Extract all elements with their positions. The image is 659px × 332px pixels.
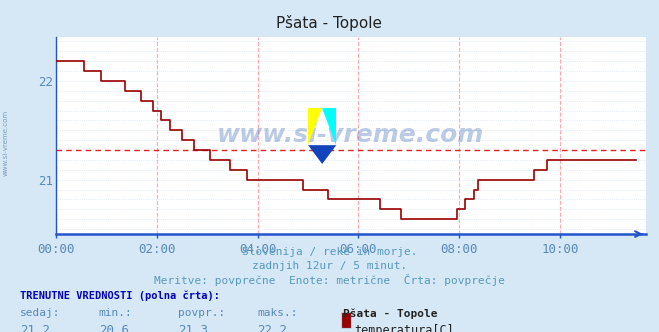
Text: zadnjih 12ur / 5 minut.: zadnjih 12ur / 5 minut. [252, 261, 407, 271]
Text: 20,6: 20,6 [99, 324, 129, 332]
Text: www.si-vreme.com: www.si-vreme.com [2, 110, 9, 176]
Text: Meritve: povprečne  Enote: metrične  Črta: povprečje: Meritve: povprečne Enote: metrične Črta:… [154, 274, 505, 286]
Text: Slovenija / reke in morje.: Slovenija / reke in morje. [242, 247, 417, 257]
Polygon shape [308, 108, 322, 145]
Polygon shape [322, 108, 336, 145]
Text: 21,3: 21,3 [178, 324, 208, 332]
Text: min.:: min.: [99, 308, 132, 318]
Text: 21,2: 21,2 [20, 324, 50, 332]
Text: 22,2: 22,2 [257, 324, 287, 332]
Text: Pšata - Topole: Pšata - Topole [277, 15, 382, 31]
Text: temperatura[C]: temperatura[C] [355, 324, 454, 332]
Text: povpr.:: povpr.: [178, 308, 225, 318]
Polygon shape [308, 145, 336, 164]
Text: Pšata - Topole: Pšata - Topole [343, 308, 437, 319]
Text: TRENUTNE VREDNOSTI (polna črta):: TRENUTNE VREDNOSTI (polna črta): [20, 290, 219, 301]
Text: sedaj:: sedaj: [20, 308, 60, 318]
Text: maks.:: maks.: [257, 308, 297, 318]
Text: www.si-vreme.com: www.si-vreme.com [217, 123, 484, 147]
